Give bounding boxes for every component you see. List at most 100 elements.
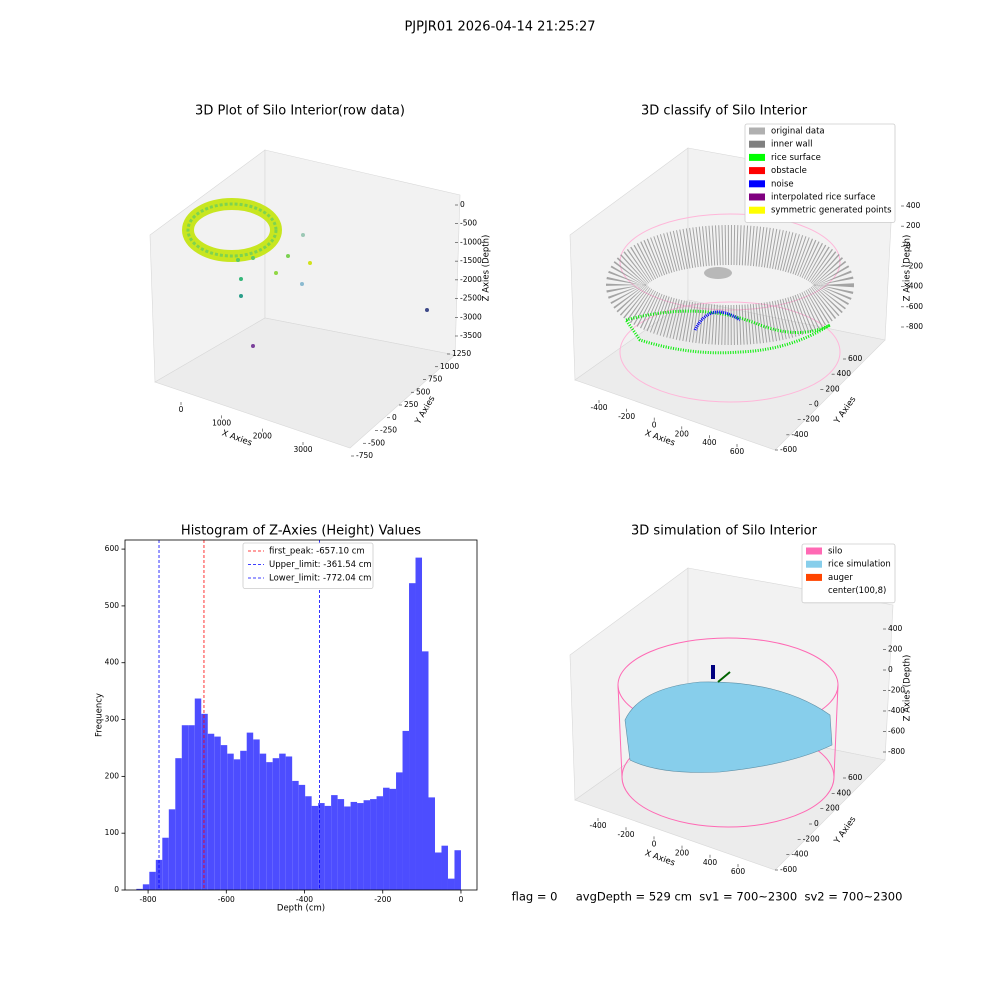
y-tick-label: -500 (368, 438, 385, 447)
silo-edge (833, 684, 839, 778)
point (301, 233, 305, 237)
y-tick-label: 0 (814, 819, 819, 828)
y-tick-label: 200 (825, 804, 840, 813)
bar (214, 736, 221, 890)
y-tick-label: 200 (825, 384, 840, 393)
y-tick-label: 200 (105, 771, 120, 780)
z-tick-label: -2000 (460, 275, 482, 284)
bar (318, 803, 325, 890)
silo-top (619, 213, 841, 311)
legend-label: rice surface (771, 153, 821, 163)
legend-label: silo (828, 547, 842, 557)
obstacle (704, 267, 732, 279)
y-tick-label: 0 (392, 413, 397, 422)
bar (376, 796, 384, 890)
y-tick-label: 600 (848, 773, 863, 782)
bar (292, 780, 299, 890)
bar (454, 850, 461, 890)
bar (422, 651, 429, 890)
bar (428, 797, 435, 890)
y-tick-label: 400 (105, 658, 120, 667)
z-axis-label: Z Axies (Depth) (903, 655, 913, 722)
point (251, 256, 255, 260)
bar (383, 787, 390, 890)
x-tick-label: -400 (590, 403, 607, 412)
legend-swatch (806, 547, 822, 555)
z-tick-label: -800 (906, 322, 923, 331)
rice-surface (623, 309, 831, 355)
legend-swatch (806, 573, 822, 581)
x-tick-label: 2000 (253, 432, 272, 441)
z-tick-label: -500 (460, 219, 477, 228)
bar (227, 753, 234, 890)
y-tick-label: 100 (105, 828, 120, 837)
y-tick-label: 400 (837, 369, 852, 378)
y-tick-label: -400 (791, 850, 808, 859)
bar (415, 557, 423, 890)
legend-label: obstacle (771, 166, 807, 176)
x-tick-label: -600 (218, 895, 235, 904)
bar (298, 784, 306, 890)
bar (350, 801, 358, 890)
legend-swatch (806, 560, 822, 568)
pane (154, 317, 456, 449)
legend-label: noise (771, 179, 794, 189)
x-tick-label: 0 (459, 895, 464, 904)
x-tick-label: 0 (652, 839, 657, 848)
bar (311, 805, 319, 890)
silo-bottom (619, 301, 841, 403)
y-tick-label: -400 (791, 430, 808, 439)
bar (201, 713, 208, 890)
x-axis-label: Depth (cm) (277, 904, 325, 914)
pane (574, 299, 886, 451)
bar (337, 799, 345, 890)
x-tick-label: -400 (296, 895, 313, 904)
chart-title: 3D classify of Silo Interior (641, 104, 808, 119)
bar (149, 871, 156, 890)
point (274, 271, 278, 275)
x-tick-label: 600 (731, 867, 746, 876)
bar (357, 803, 364, 890)
y-tick-label: 0 (114, 885, 119, 894)
y-tick-label: 300 (105, 715, 120, 724)
legend-swatch (749, 180, 765, 188)
bar (207, 733, 215, 890)
bar (259, 753, 267, 890)
y-tick-label: -750 (356, 451, 373, 460)
x-tick-label: -200 (617, 830, 634, 839)
wall-ring (606, 225, 854, 345)
bar (142, 884, 150, 890)
noise (693, 310, 741, 331)
bar (136, 888, 143, 890)
bar (253, 739, 260, 890)
z-tick-label: -400 (888, 706, 905, 715)
z-tick-label: 0 (888, 665, 893, 674)
bar (175, 758, 182, 890)
center-mark (717, 671, 731, 683)
y-axis-label: Y Axies (832, 394, 859, 426)
x-tick-label: -200 (618, 412, 635, 421)
bar (434, 852, 442, 890)
rice-ring-inner (186, 202, 278, 258)
chart-title: 3D simulation of Silo Interior (631, 524, 818, 539)
legend-label: original data (771, 127, 825, 137)
x-tick-label: 600 (730, 447, 745, 456)
z-tick-label: -200 (906, 262, 923, 271)
legend-label: center(100,8) (828, 586, 886, 596)
x-tick-label: 3000 (293, 445, 312, 454)
legend-label: inner wall (771, 140, 812, 150)
z-tick-label: 0 (460, 200, 465, 209)
bar (155, 859, 163, 890)
y-tick-label: -600 (780, 445, 797, 454)
bar (279, 753, 286, 890)
legend-label: auger (828, 573, 853, 583)
y-tick-label: 1250 (452, 349, 471, 358)
z-tick-label: -3000 (460, 312, 482, 321)
bar (272, 758, 280, 890)
legend-label: Upper_limit: -361.54 cm (269, 560, 372, 570)
decorations (149, 147, 894, 871)
legend-swatch (749, 140, 765, 148)
z-tick-label: -200 (888, 686, 905, 695)
y-tick-label: 1000 (440, 362, 459, 371)
